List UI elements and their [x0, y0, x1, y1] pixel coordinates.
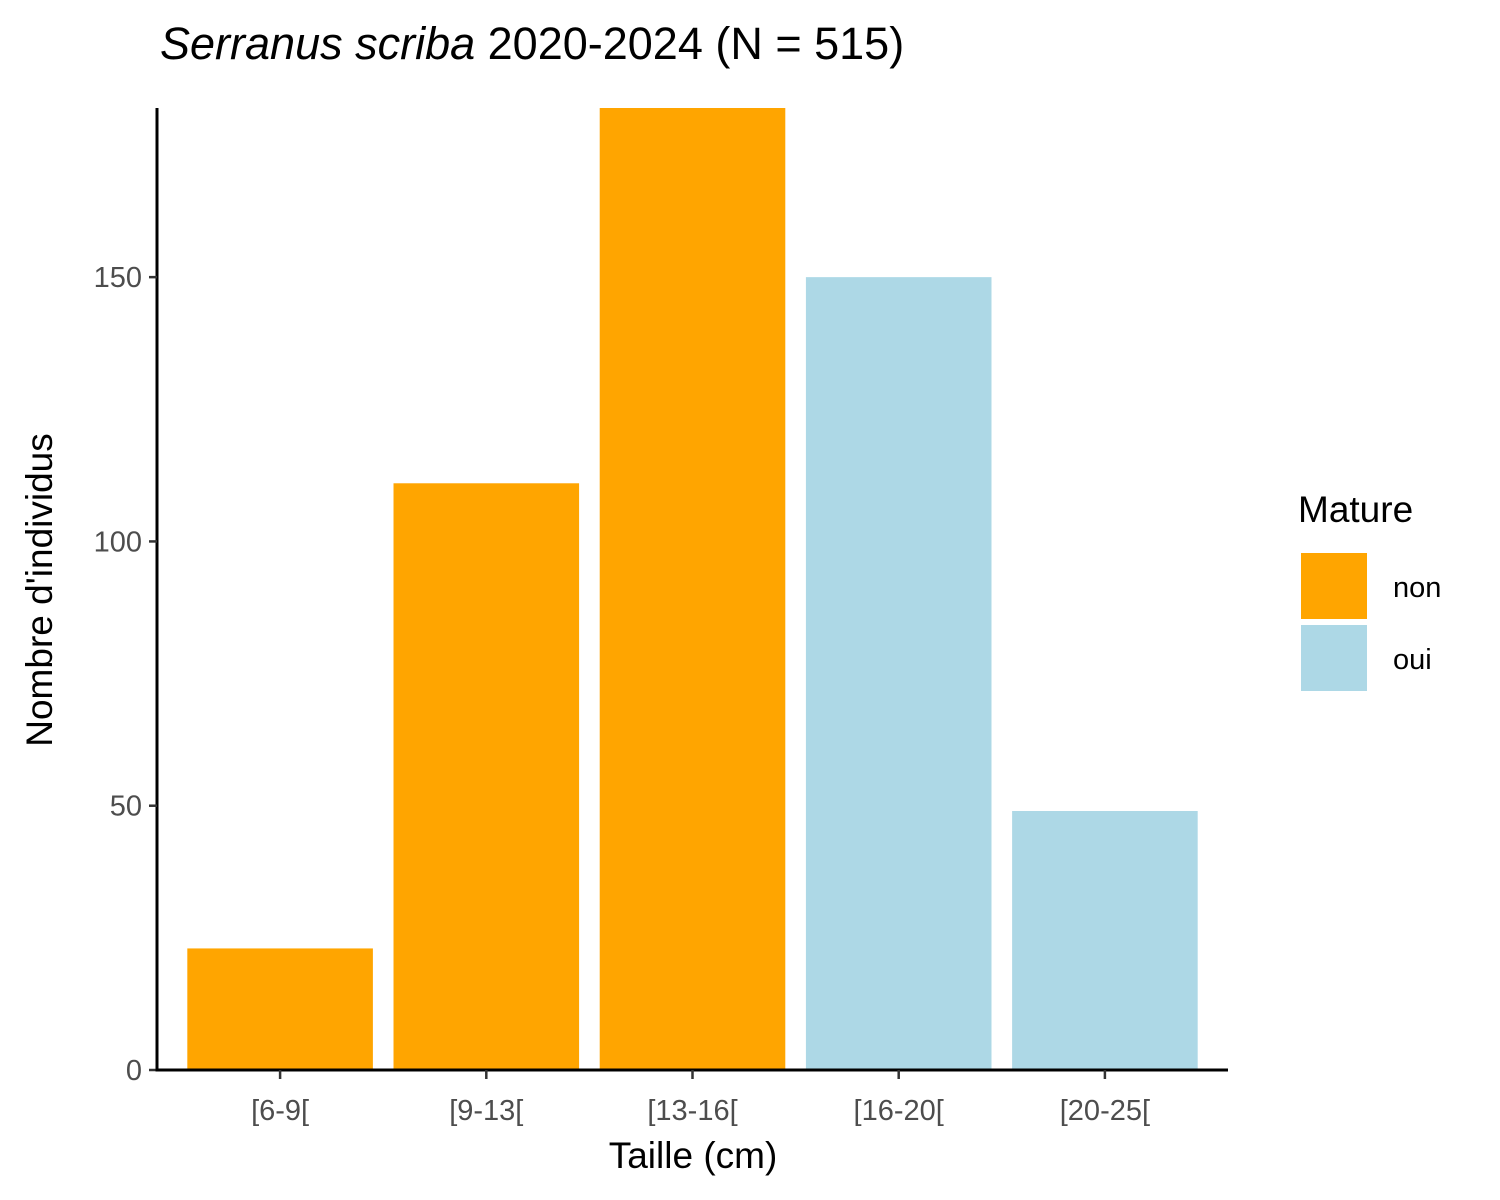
y-tick-label: 150	[94, 262, 142, 294]
chart-title-rest: 2020-2024 (N = 515)	[475, 18, 905, 69]
legend-key-non	[1301, 553, 1367, 619]
y-tick-label: 0	[126, 1055, 142, 1087]
x-axis: [6-9[ [9-13[ [13-16[ [16-20[ [20-25[	[155, 1068, 1228, 1127]
y-axis: 0 50 100 150	[94, 108, 159, 1087]
bar-4	[805, 277, 992, 1071]
y-tick-label: 100	[94, 526, 142, 558]
bar-5	[1012, 811, 1198, 1070]
bar-3	[599, 108, 786, 1070]
x-tick-label: [13-16[	[647, 1095, 737, 1127]
x-tick-label: [9-13[	[449, 1095, 523, 1127]
x-tick-label: [20-25[	[1060, 1095, 1150, 1127]
x-tick-label: [16-20[	[854, 1095, 944, 1127]
legend-label-non: non	[1393, 572, 1441, 604]
y-tick-label: 50	[110, 791, 142, 823]
chart-title-species: Serranus scriba	[160, 18, 476, 69]
legend: Mature non oui	[1298, 489, 1441, 691]
chart-title: Serranus scriba 2020-2024 (N = 515)	[160, 18, 904, 70]
legend-key-oui	[1301, 625, 1367, 691]
bars-layer	[187, 108, 1198, 1071]
bar-1	[187, 948, 373, 1070]
x-tick-label: [6-9[	[251, 1095, 309, 1127]
bar-2	[393, 483, 580, 1070]
y-axis-title: Nombre d'individus	[19, 433, 60, 747]
legend-label-oui: oui	[1393, 644, 1432, 676]
x-axis-title: Taille (cm)	[609, 1135, 778, 1176]
legend-title: Mature	[1298, 489, 1413, 530]
